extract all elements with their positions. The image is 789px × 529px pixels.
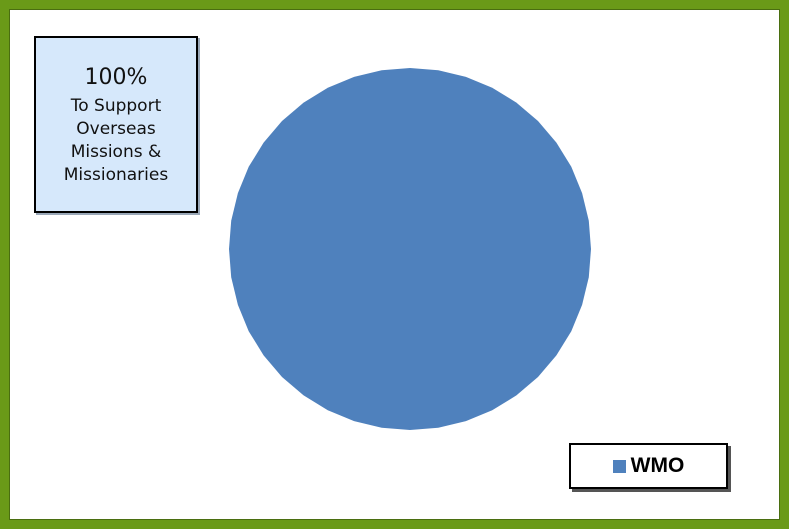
annotation-box: 100% To Support Overseas Missions & Miss…	[34, 36, 198, 213]
chart-inner-border	[9, 9, 780, 520]
legend-label: WMO	[630, 454, 685, 477]
annotation-percent: 100%	[84, 64, 148, 90]
annotation-line-2: Overseas	[76, 118, 156, 139]
annotation-line-1: To Support	[70, 95, 162, 116]
legend-swatch	[612, 459, 626, 473]
annotation-line-4: Missionaries	[63, 164, 169, 185]
legend: WMO	[569, 443, 728, 489]
annotation-line-3: Missions &	[70, 141, 162, 162]
pie-slice-wmo	[229, 68, 591, 430]
